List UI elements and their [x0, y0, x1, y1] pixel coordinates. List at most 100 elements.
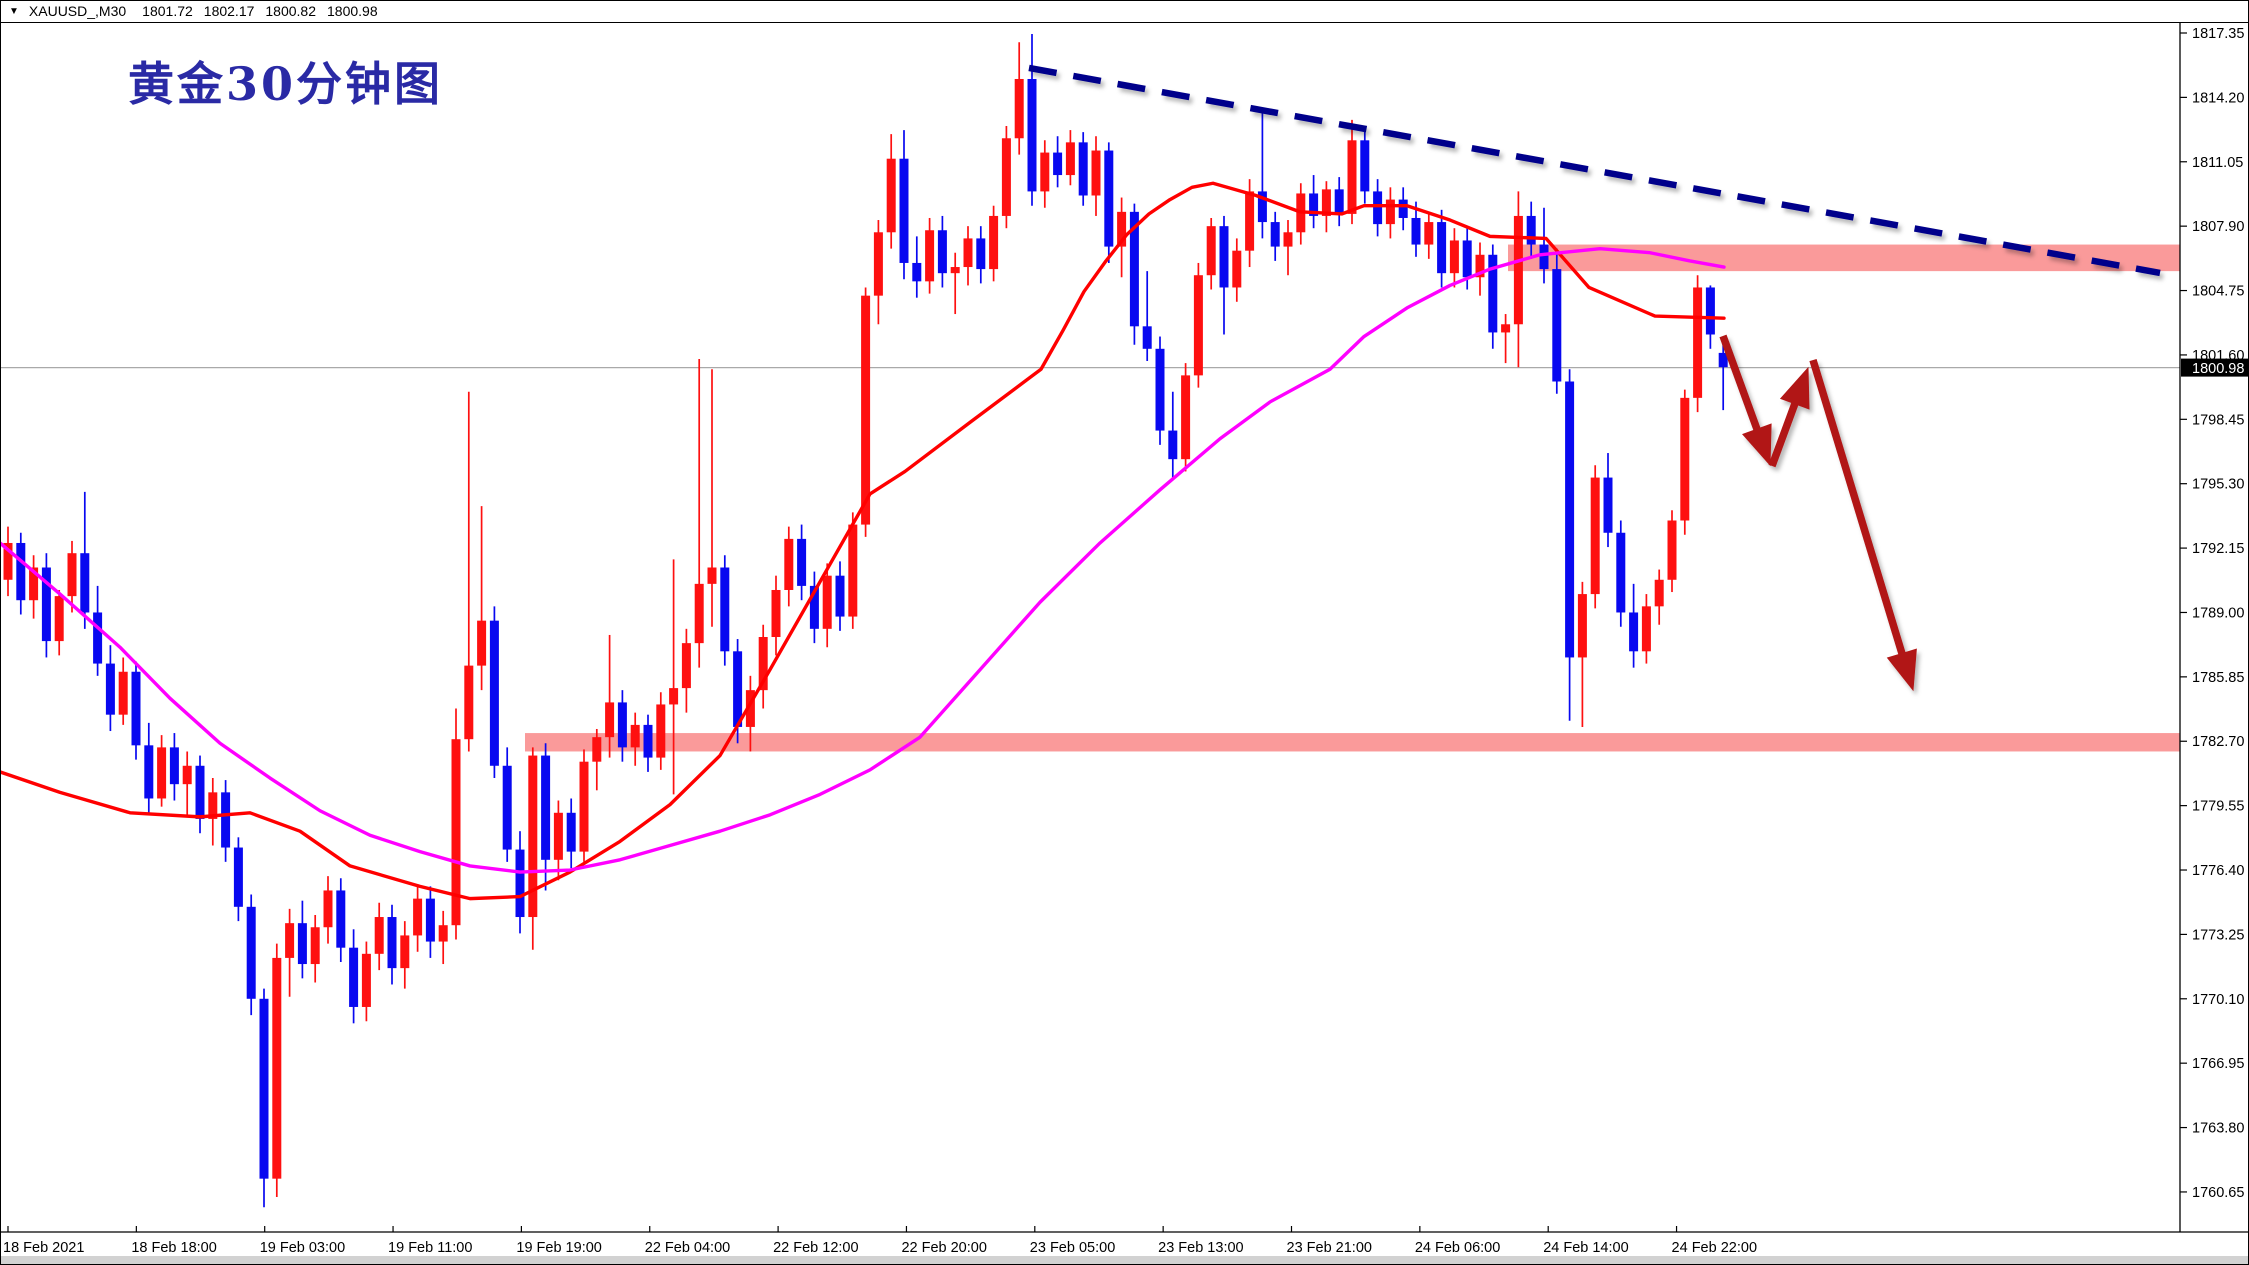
time-axis-label: 23 Feb 05:00 [1030, 1240, 1115, 1256]
time-axis-label: 19 Feb 03:00 [260, 1240, 345, 1256]
candle [1065, 142, 1075, 176]
candle [1539, 244, 1549, 270]
candle [1437, 222, 1447, 274]
candle [349, 947, 359, 1007]
candle [297, 923, 307, 965]
time-axis-label: 23 Feb 21:00 [1287, 1240, 1372, 1256]
time-axis[interactable]: 18 Feb 2021 18 Feb 18:00 19 Feb 03:00 19 Fe… [3, 1226, 1757, 1256]
candle [1104, 150, 1114, 247]
candle [16, 542, 26, 601]
candle [579, 761, 589, 852]
price-axis-label: 1773.25 [2192, 927, 2244, 943]
candle [720, 567, 730, 652]
candle [1693, 287, 1703, 398]
candle [605, 702, 615, 738]
candle [1193, 275, 1203, 376]
price-axis-label: 1789.00 [2192, 605, 2244, 621]
candle [1616, 532, 1626, 613]
candle [374, 917, 384, 954]
candle [387, 917, 397, 969]
candle [822, 575, 832, 629]
time-axis-label: 24 Feb 22:00 [1672, 1240, 1757, 1256]
candle [1360, 140, 1370, 192]
candle [285, 923, 295, 958]
candle [1654, 579, 1664, 607]
forecast-arrow-shaft [1809, 358, 1910, 669]
chart-annotation-title: 黄金30分钟图 [128, 57, 444, 111]
candle [771, 589, 781, 638]
candle [438, 925, 448, 942]
candle [1449, 240, 1459, 274]
support-zone[interactable] [525, 733, 2180, 752]
candle [707, 567, 717, 584]
candle [259, 998, 269, 1179]
price-axis-label: 1807.90 [2192, 219, 2244, 235]
quote-close: 1800.98 [327, 3, 378, 19]
descending-trendline[interactable] [1028, 64, 2161, 277]
price-axis[interactable]: 1817.351814.201811.051807.901804.751801.… [2180, 26, 2244, 1201]
candle [1424, 222, 1434, 245]
candle [477, 620, 487, 666]
candle [1705, 287, 1715, 335]
candle [1385, 199, 1395, 225]
price-axis-label: 1782.70 [2192, 734, 2244, 750]
candle [1168, 430, 1178, 460]
candle [963, 238, 973, 268]
candle [413, 898, 423, 936]
candle [528, 755, 538, 918]
candles-layer [3, 34, 1728, 1208]
candle [1462, 240, 1472, 278]
quote-low: 1800.82 [265, 3, 316, 19]
candle [1001, 138, 1011, 216]
ma-fast-red-line [0, 181, 1726, 901]
candle [669, 688, 679, 705]
candle [1629, 612, 1639, 652]
candle [1283, 232, 1293, 247]
candle [1373, 191, 1383, 225]
price-axis-label: 1817.35 [2192, 26, 2244, 42]
candle [1155, 348, 1165, 431]
price-axis-label: 1785.85 [2192, 670, 2244, 686]
candle [592, 737, 602, 762]
forecast-arrow-shaft [1719, 334, 1766, 444]
candle [1475, 254, 1485, 278]
candle [656, 704, 666, 758]
candle [950, 267, 960, 274]
candle [1232, 250, 1242, 288]
candle [1053, 152, 1063, 176]
candle [861, 295, 871, 525]
candle [1206, 226, 1216, 276]
candle [195, 765, 205, 819]
quote-high: 1802.17 [203, 3, 255, 19]
candle [1040, 152, 1050, 192]
price-axis-label: 1766.95 [2192, 1056, 2244, 1072]
candle [1577, 594, 1587, 658]
price-axis-label: 1763.80 [2192, 1121, 2244, 1137]
price-axis-label: 1798.45 [2192, 412, 2244, 428]
forecast-arrows[interactable] [1719, 334, 1917, 692]
candle [1667, 520, 1677, 580]
candle [553, 812, 563, 860]
candle [1309, 193, 1319, 216]
ma-slow-magenta-line [0, 246, 1726, 874]
candle [1590, 477, 1600, 595]
time-axis-label: 23 Feb 13:00 [1158, 1240, 1243, 1256]
candle [464, 665, 474, 740]
price-axis-label: 1776.40 [2192, 863, 2244, 879]
candle [323, 890, 333, 928]
candle [310, 927, 320, 965]
forecast-arrow-head [1742, 423, 1772, 467]
candle [1603, 477, 1613, 533]
price-axis-label: 1804.75 [2192, 284, 2244, 300]
time-axis-label: 18 Feb 18:00 [131, 1240, 216, 1256]
candle [617, 702, 627, 748]
forecast-arrow-head [1886, 648, 1917, 692]
symbol-dropdown-icon[interactable]: ▼ [9, 5, 19, 17]
forecast-arrow-head [1779, 366, 1810, 410]
candle [912, 262, 922, 282]
candle [758, 637, 768, 691]
candle [1027, 78, 1037, 192]
candle [1091, 150, 1101, 196]
candle [502, 765, 512, 850]
